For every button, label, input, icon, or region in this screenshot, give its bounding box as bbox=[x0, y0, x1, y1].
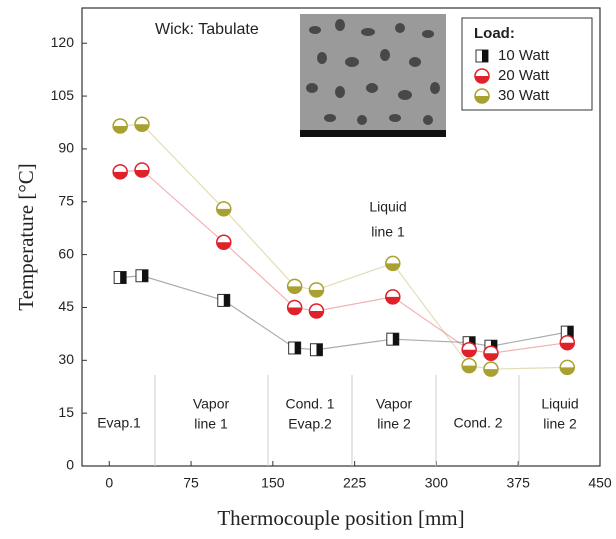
point-half bbox=[309, 310, 324, 318]
point-half bbox=[141, 269, 148, 282]
x-tick-label: 75 bbox=[183, 475, 199, 491]
legend-marker bbox=[474, 68, 490, 84]
marker bbox=[461, 341, 477, 358]
y-tick-label: 0 bbox=[66, 457, 74, 473]
marker bbox=[112, 118, 128, 134]
marker bbox=[559, 334, 576, 351]
point-half bbox=[385, 263, 400, 271]
point-half bbox=[316, 343, 323, 356]
x-tick-label: 225 bbox=[343, 475, 367, 491]
series-line bbox=[120, 123, 568, 370]
region-label: line 2 bbox=[377, 416, 411, 432]
x-tick-label: 450 bbox=[588, 475, 612, 491]
legend-box bbox=[461, 17, 593, 111]
marker bbox=[385, 289, 401, 305]
region-label: line 1 bbox=[194, 416, 228, 432]
marker bbox=[461, 357, 477, 374]
marker bbox=[309, 343, 323, 357]
legend-title: Load: bbox=[474, 25, 515, 42]
marker bbox=[308, 282, 325, 298]
y-tick-label: 30 bbox=[58, 351, 74, 367]
annotation: Wick: Tabulate bbox=[155, 21, 259, 38]
point-half bbox=[567, 326, 574, 339]
point-half bbox=[294, 341, 301, 354]
marker bbox=[286, 299, 303, 316]
region-label: Liquid bbox=[541, 396, 578, 412]
point-half bbox=[134, 124, 149, 132]
legend-marker bbox=[474, 88, 490, 104]
marker bbox=[288, 341, 302, 355]
marker bbox=[559, 359, 576, 376]
marker bbox=[560, 325, 574, 339]
point-half bbox=[483, 369, 498, 377]
region-label: line 2 bbox=[543, 416, 577, 432]
marker bbox=[386, 332, 400, 346]
x-tick-label: 0 bbox=[105, 475, 113, 491]
marker bbox=[216, 201, 232, 217]
point-half bbox=[113, 171, 128, 179]
legend-swatch-half bbox=[475, 96, 489, 103]
series-line bbox=[120, 275, 568, 351]
point-half bbox=[392, 333, 399, 346]
series-line bbox=[120, 169, 568, 354]
point-half bbox=[134, 170, 149, 178]
marker bbox=[217, 293, 231, 307]
x-tick-label: 375 bbox=[507, 475, 531, 491]
region-label: Cond. 2 bbox=[453, 415, 502, 431]
y-tick-label: 60 bbox=[58, 245, 74, 261]
region-note: Liquid bbox=[369, 199, 406, 215]
plot-frame bbox=[81, 7, 601, 467]
legend-label: 20 Watt bbox=[498, 67, 550, 84]
point-half bbox=[216, 242, 231, 250]
point-half bbox=[113, 126, 128, 134]
region-label: Cond. 1 bbox=[285, 396, 334, 412]
marker bbox=[385, 255, 401, 272]
y-tick-label: 105 bbox=[51, 87, 75, 103]
x-tick-label: 150 bbox=[261, 475, 285, 491]
marker bbox=[286, 278, 303, 295]
marker bbox=[134, 162, 150, 178]
x-tick-label: 300 bbox=[425, 475, 449, 491]
region-note: line 1 bbox=[371, 224, 405, 240]
point-half bbox=[483, 353, 498, 361]
point-half bbox=[385, 296, 400, 304]
marker bbox=[135, 269, 149, 283]
legend-label: 30 Watt bbox=[498, 87, 550, 104]
marker bbox=[483, 345, 499, 362]
y-tick-label: 75 bbox=[58, 192, 74, 208]
point-half bbox=[287, 286, 302, 294]
region-label: Vapor bbox=[376, 396, 413, 412]
y-tick-label: 15 bbox=[58, 404, 74, 420]
marker bbox=[216, 234, 232, 251]
marker bbox=[134, 116, 150, 133]
point-half bbox=[462, 349, 477, 357]
y-tick-label: 90 bbox=[58, 140, 74, 156]
point-half bbox=[120, 271, 127, 284]
point-half bbox=[309, 289, 324, 297]
point-half bbox=[560, 342, 575, 350]
marker bbox=[483, 361, 499, 377]
y-axis-title: Temperature [°C] bbox=[14, 163, 38, 310]
legend-label: 10 Watt bbox=[498, 47, 550, 64]
y-tick-label: 45 bbox=[58, 298, 74, 314]
wick-image bbox=[300, 14, 446, 137]
marker bbox=[308, 303, 325, 319]
y-tick-label: 120 bbox=[51, 34, 75, 50]
legend-marker bbox=[475, 49, 489, 63]
marker bbox=[112, 164, 128, 180]
point-half bbox=[287, 307, 302, 315]
point-half bbox=[560, 367, 575, 375]
marker bbox=[113, 271, 127, 285]
point-half bbox=[216, 208, 231, 216]
legend-swatch-half bbox=[475, 76, 489, 83]
point-half bbox=[223, 294, 230, 307]
region-label: Evap.1 bbox=[97, 415, 141, 431]
region-label: Vapor bbox=[193, 396, 230, 412]
x-axis-title: Thermocouple position [mm] bbox=[217, 506, 464, 530]
legend-swatch-half bbox=[482, 50, 488, 62]
point-half bbox=[462, 365, 477, 373]
region-label: Evap.2 bbox=[288, 416, 332, 432]
